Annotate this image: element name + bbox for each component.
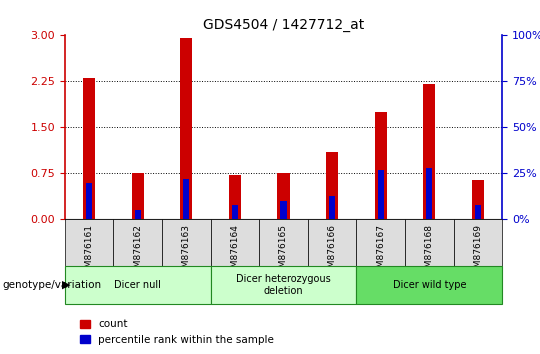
Bar [423, 85, 435, 219]
Bar [356, 219, 405, 266]
Text: genotype/variation: genotype/variation [3, 280, 102, 290]
Bar [162, 219, 211, 266]
Bar [377, 170, 384, 219]
Bar [280, 201, 287, 219]
Bar [86, 183, 92, 219]
Text: GSM876164: GSM876164 [231, 224, 239, 279]
Bar [475, 205, 481, 219]
Bar [405, 219, 454, 266]
Bar [83, 78, 95, 219]
Bar [375, 112, 387, 219]
Bar [211, 219, 259, 266]
Text: GSM876162: GSM876162 [133, 224, 142, 279]
Text: Dicer wild type: Dicer wild type [393, 280, 466, 290]
Bar [113, 219, 162, 266]
Bar [232, 205, 238, 219]
Text: GSM876163: GSM876163 [182, 224, 191, 279]
Text: GSM876169: GSM876169 [474, 224, 482, 279]
Bar [454, 219, 502, 266]
Bar [183, 179, 190, 219]
Bar [329, 195, 335, 219]
Bar [426, 168, 433, 219]
Text: GSM876161: GSM876161 [85, 224, 93, 279]
Legend: count, percentile rank within the sample: count, percentile rank within the sample [76, 315, 278, 349]
Bar [211, 266, 356, 304]
Text: Dicer heterozygous
deletion: Dicer heterozygous deletion [236, 274, 331, 296]
Bar [356, 266, 502, 304]
Bar [180, 39, 192, 219]
Text: Dicer null: Dicer null [114, 280, 161, 290]
Title: GDS4504 / 1427712_at: GDS4504 / 1427712_at [203, 18, 364, 32]
Bar [278, 173, 289, 219]
Bar [472, 179, 484, 219]
Text: GSM876168: GSM876168 [425, 224, 434, 279]
Text: ▶: ▶ [62, 280, 71, 290]
Text: GSM876165: GSM876165 [279, 224, 288, 279]
Bar [65, 266, 211, 304]
Bar [65, 219, 113, 266]
Bar [308, 219, 356, 266]
Bar [326, 152, 338, 219]
Bar [134, 210, 141, 219]
Bar [259, 219, 308, 266]
Text: GSM876167: GSM876167 [376, 224, 385, 279]
Bar [229, 175, 241, 219]
Text: GSM876166: GSM876166 [328, 224, 336, 279]
Bar [132, 173, 144, 219]
